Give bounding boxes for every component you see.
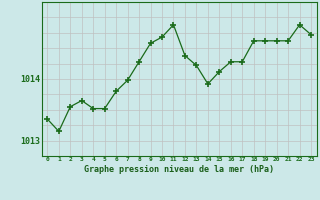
X-axis label: Graphe pression niveau de la mer (hPa): Graphe pression niveau de la mer (hPa) — [84, 165, 274, 174]
